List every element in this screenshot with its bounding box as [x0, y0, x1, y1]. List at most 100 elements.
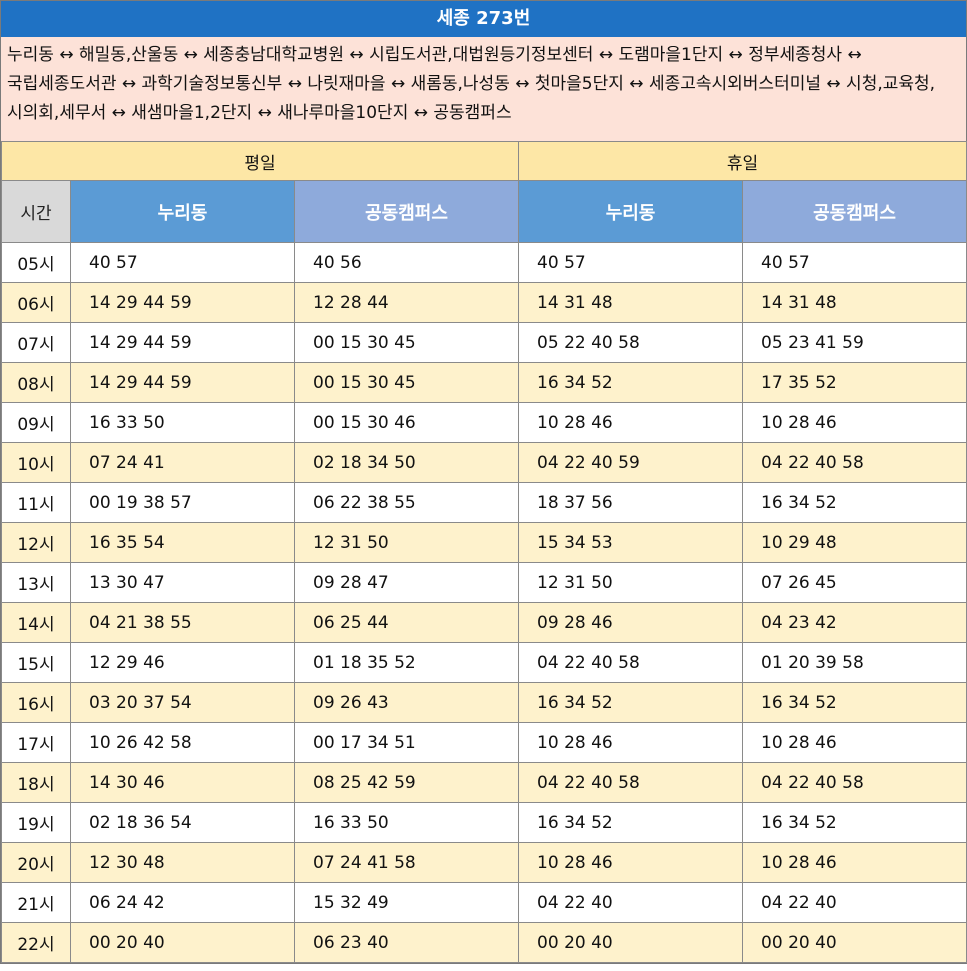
time-column-header: 시간 — [1, 180, 71, 243]
holiday-campus-cell: 16 34 52 — [742, 802, 967, 843]
schedule-table: 평일 휴일 시간 누리동 공동캠퍼스 누리동 공동캠퍼스 05시 40 57 40 … — [0, 141, 967, 963]
table-row: 14시 04 21 38 55 06 25 44 09 28 46 04 23 42 — [1, 602, 967, 643]
table-row: 10시 07 24 41 02 18 34 50 04 22 40 59 04 22 4… — [1, 442, 967, 483]
table-row: 22시 00 20 40 06 23 40 00 20 40 00 20 40 — [1, 922, 967, 963]
table-row: 15시 12 29 46 01 18 35 52 04 22 40 58 01 20 3… — [1, 642, 967, 683]
holiday-campus-header: 공동캠퍼스 — [742, 180, 967, 243]
weekday-nuri-cell: 10 26 42 58 — [70, 722, 295, 763]
holiday-campus-cell: 00 20 40 — [742, 922, 967, 963]
weekday-campus-cell: 09 28 47 — [293, 562, 520, 603]
table-row: 19시 02 18 36 54 16 33 50 16 34 52 16 34 52 — [1, 802, 967, 843]
holiday-nuri-cell: 18 37 56 — [518, 482, 744, 523]
weekday-nuri-cell: 00 20 40 — [70, 922, 295, 963]
table-row: 17시 10 26 42 58 00 17 34 51 10 28 46 10 28 4… — [1, 722, 967, 763]
weekday-campus-cell: 00 15 30 46 — [293, 402, 520, 443]
weekday-campus-cell: 16 33 50 — [293, 802, 520, 843]
table-row: 13시 13 30 47 09 28 47 12 31 50 07 26 45 — [1, 562, 967, 603]
weekday-campus-cell: 08 25 42 59 — [293, 762, 520, 803]
hour-cell: 17시 — [1, 722, 71, 763]
weekday-nuri-cell: 16 33 50 — [70, 402, 295, 443]
weekday-nuri-cell: 12 29 46 — [70, 642, 295, 683]
holiday-campus-cell: 14 31 48 — [742, 282, 967, 323]
weekday-nuri-cell: 12 30 48 — [70, 842, 295, 883]
holiday-nuri-cell: 16 34 52 — [518, 682, 744, 723]
holiday-campus-cell: 10 28 46 — [742, 842, 967, 883]
holiday-nuri-cell: 04 22 40 59 — [518, 442, 744, 483]
weekday-nuri-cell: 07 24 41 — [70, 442, 295, 483]
weekday-nuri-cell: 16 35 54 — [70, 522, 295, 563]
weekday-campus-cell: 00 15 30 45 — [293, 362, 520, 403]
hour-cell: 20시 — [1, 842, 71, 883]
holiday-nuri-cell: 10 28 46 — [518, 402, 744, 443]
hour-cell: 19시 — [1, 802, 71, 843]
weekday-campus-cell: 01 18 35 52 — [293, 642, 520, 683]
table-row: 20시 12 30 48 07 24 41 58 10 28 46 10 28 46 — [1, 842, 967, 883]
hour-cell: 12시 — [1, 522, 71, 563]
weekday-campus-cell: 40 56 — [293, 242, 520, 283]
route-description: 누리동 ↔ 해밀동,산울동 ↔ 세종충남대학교병원 ↔ 시립도서관,대법원등기정… — [1, 37, 966, 141]
weekday-header: 평일 — [0, 141, 520, 181]
weekday-nuri-cell: 02 18 36 54 — [70, 802, 295, 843]
weekday-nuri-cell: 04 21 38 55 — [70, 602, 295, 643]
holiday-campus-cell: 16 34 52 — [742, 482, 967, 523]
weekday-nuri-cell: 14 29 44 59 — [70, 362, 295, 403]
hour-cell: 05시 — [1, 242, 71, 283]
weekday-campus-cell: 06 22 38 55 — [293, 482, 520, 523]
weekday-nuri-cell: 03 20 37 54 — [70, 682, 295, 723]
hour-cell: 22시 — [1, 922, 71, 963]
holiday-campus-cell: 01 20 39 58 — [742, 642, 967, 683]
schedule-body: 05시 40 57 40 56 40 57 40 57 06시 14 29 44 59 12… — [1, 242, 967, 963]
holiday-campus-cell: 04 22 40 — [742, 882, 967, 923]
weekday-nuri-cell: 00 19 38 57 — [70, 482, 295, 523]
hour-cell: 11시 — [1, 482, 71, 523]
holiday-campus-cell: 04 22 40 58 — [742, 442, 967, 483]
table-row: 09시 16 33 50 00 15 30 46 10 28 46 10 28 46 — [1, 402, 967, 443]
table-row: 18시 14 30 46 08 25 42 59 04 22 40 58 04 22 4… — [1, 762, 967, 803]
holiday-nuri-cell: 04 22 40 — [518, 882, 744, 923]
weekday-nuri-cell: 14 29 44 59 — [70, 322, 295, 363]
table-row: 08시 14 29 44 59 00 15 30 45 16 34 52 17 35 5… — [1, 362, 967, 403]
hour-cell: 07시 — [1, 322, 71, 363]
table-row: 11시 00 19 38 57 06 22 38 55 18 37 56 16 34 5… — [1, 482, 967, 523]
holiday-nuri-cell: 09 28 46 — [518, 602, 744, 643]
weekday-campus-cell: 12 28 44 — [293, 282, 520, 323]
weekday-campus-cell: 02 18 34 50 — [293, 442, 520, 483]
weekday-campus-cell: 09 26 43 — [293, 682, 520, 723]
hour-cell: 18시 — [1, 762, 71, 803]
weekday-nuri-cell: 06 24 42 — [70, 882, 295, 923]
page-title: 세종 273번 — [1, 1, 966, 37]
hour-cell: 09시 — [1, 402, 71, 443]
day-group-row: 평일 휴일 — [0, 141, 967, 181]
holiday-nuri-cell: 04 22 40 58 — [518, 642, 744, 683]
weekday-campus-cell: 12 31 50 — [293, 522, 520, 563]
table-row: 05시 40 57 40 56 40 57 40 57 — [1, 242, 967, 283]
weekday-campus-cell: 06 23 40 — [293, 922, 520, 963]
weekday-campus-cell: 15 32 49 — [293, 882, 520, 923]
holiday-nuri-cell: 10 28 46 — [518, 842, 744, 883]
holiday-header: 휴일 — [518, 141, 967, 181]
table-row: 16시 03 20 37 54 09 26 43 16 34 52 16 34 52 — [1, 682, 967, 723]
weekday-campus-cell: 07 24 41 58 — [293, 842, 520, 883]
holiday-campus-cell: 40 57 — [742, 242, 967, 283]
holiday-nuri-cell: 15 34 53 — [518, 522, 744, 563]
holiday-nuri-cell: 04 22 40 58 — [518, 762, 744, 803]
table-row: 06시 14 29 44 59 12 28 44 14 31 48 14 31 48 — [1, 282, 967, 323]
table-row: 12시 16 35 54 12 31 50 15 34 53 10 29 48 — [1, 522, 967, 563]
weekday-nuri-cell: 14 29 44 59 — [70, 282, 295, 323]
holiday-nuri-cell: 16 34 52 — [518, 362, 744, 403]
weekday-campus-header: 공동캠퍼스 — [293, 180, 520, 243]
holiday-campus-cell: 17 35 52 — [742, 362, 967, 403]
weekday-campus-cell: 00 15 30 45 — [293, 322, 520, 363]
weekday-nuri-cell: 13 30 47 — [70, 562, 295, 603]
hour-cell: 08시 — [1, 362, 71, 403]
holiday-nuri-cell: 00 20 40 — [518, 922, 744, 963]
weekday-campus-cell: 00 17 34 51 — [293, 722, 520, 763]
hour-cell: 13시 — [1, 562, 71, 603]
holiday-campus-cell: 10 28 46 — [742, 722, 967, 763]
holiday-campus-cell: 04 22 40 58 — [742, 762, 967, 803]
weekday-nuri-cell: 40 57 — [70, 242, 295, 283]
weekday-campus-cell: 06 25 44 — [293, 602, 520, 643]
holiday-campus-cell: 10 28 46 — [742, 402, 967, 443]
holiday-nuri-cell: 40 57 — [518, 242, 744, 283]
